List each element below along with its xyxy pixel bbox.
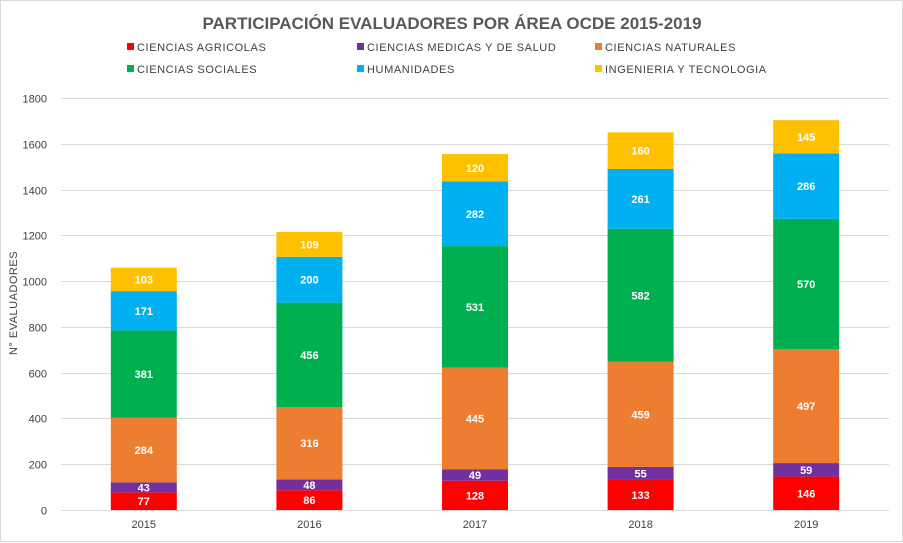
y-tick-label: 1200 xyxy=(23,231,47,243)
y-tick-label: 400 xyxy=(29,414,47,426)
legend-swatch xyxy=(357,65,364,72)
x-tick-label: 2016 xyxy=(297,519,321,531)
bar-segment xyxy=(442,246,508,368)
bar-segment xyxy=(276,302,343,407)
bar-segment xyxy=(442,480,508,510)
bar-segment xyxy=(773,218,840,350)
data-label: 120 xyxy=(466,163,484,175)
bar-segment xyxy=(773,349,840,464)
y-tick-label: 1600 xyxy=(23,140,47,152)
legend-swatch xyxy=(127,65,134,72)
data-label: 49 xyxy=(469,470,481,482)
bar-segment xyxy=(442,154,508,182)
bar-segment xyxy=(607,466,674,480)
bar-segment xyxy=(276,231,343,257)
y-tick-label: 1000 xyxy=(23,277,47,289)
data-label: 531 xyxy=(466,302,484,314)
y-tick-label: 1400 xyxy=(23,186,47,198)
legend-swatch xyxy=(595,65,602,72)
x-tick-label: 2018 xyxy=(628,519,652,531)
legend: CIENCIAS AGRICOLAS CIENCIAS MEDICAS Y DE … xyxy=(127,42,767,76)
x-tick-label: 2015 xyxy=(132,519,156,531)
bar-segment xyxy=(607,228,674,362)
legend-label: CIENCIAS SOCIALES xyxy=(137,64,257,76)
data-label: 284 xyxy=(135,445,154,457)
data-label: 109 xyxy=(300,239,318,251)
bar-segment xyxy=(607,132,674,169)
legend-label: CIENCIAS AGRICOLAS xyxy=(137,42,266,54)
legend-label: CIENCIAS NATURALES xyxy=(605,42,736,54)
data-label: 128 xyxy=(466,490,484,502)
bar-segment xyxy=(110,267,177,292)
bar-segment xyxy=(773,153,840,219)
bar-segment xyxy=(607,361,674,467)
y-tick-label: 600 xyxy=(29,369,47,381)
data-label: 77 xyxy=(138,496,150,508)
bar-segment xyxy=(773,476,840,510)
data-label: 171 xyxy=(135,306,153,318)
y-tick-label: 0 xyxy=(41,506,47,518)
data-label: 160 xyxy=(631,146,649,158)
bar-segment xyxy=(442,367,508,470)
bar-segment xyxy=(276,407,343,480)
data-label: 497 xyxy=(797,401,815,413)
data-label: 43 xyxy=(138,482,150,494)
bars: 77 43 284 381 171 103 86 48 316 456 200 109 128 49 445… xyxy=(110,120,840,510)
bar-segment xyxy=(773,120,840,154)
legend-swatch xyxy=(357,43,364,50)
data-label: 59 xyxy=(800,465,812,477)
data-label: 582 xyxy=(631,290,649,302)
data-label: 445 xyxy=(466,414,484,426)
x-tick-label: 2017 xyxy=(463,519,487,531)
data-label: 316 xyxy=(300,438,318,450)
data-label: 261 xyxy=(631,194,649,206)
x-axis-ticks: 2015 2016 2017 2018 2019 xyxy=(132,519,819,531)
bar-segment xyxy=(276,490,343,510)
legend-label: HUMANIDADES xyxy=(367,64,455,76)
y-axis-ticks: 0 200 400 600 800 1000 1200 1400 1600 1800 xyxy=(23,94,47,518)
y-tick-label: 200 xyxy=(29,460,47,472)
legend-label: CIENCIAS MEDICAS Y DE SALUD xyxy=(367,42,556,54)
legend-swatch xyxy=(595,43,602,50)
data-label: 103 xyxy=(135,274,153,286)
bar-segment xyxy=(110,492,177,510)
legend-label: INGENIERIA Y TECNOLOGIA xyxy=(605,64,767,76)
data-label: 146 xyxy=(797,488,815,500)
y-tick-label: 1800 xyxy=(23,94,47,106)
y-tick-label: 800 xyxy=(29,323,47,335)
bar-segment xyxy=(607,168,674,229)
bar-segment xyxy=(607,479,674,510)
data-label: 86 xyxy=(303,495,315,507)
data-label: 570 xyxy=(797,279,815,291)
bar-segment xyxy=(276,256,343,303)
chart-title: PARTICIPACIÓN EVALUADORES POR ÁREA OCDE … xyxy=(202,14,701,33)
bar-segment xyxy=(773,463,840,477)
bar-segment xyxy=(110,291,177,331)
data-label: 286 xyxy=(797,181,815,193)
bar-segment xyxy=(110,330,177,418)
bar-segment xyxy=(110,482,177,493)
bar-segment xyxy=(442,181,508,247)
data-label: 133 xyxy=(631,490,649,502)
data-label: 55 xyxy=(634,468,646,480)
data-label: 48 xyxy=(303,480,315,492)
data-label: 456 xyxy=(300,350,318,362)
bar-segment xyxy=(276,479,343,491)
legend-swatch xyxy=(127,43,134,50)
data-label: 282 xyxy=(466,209,484,221)
bar-segment xyxy=(110,417,177,483)
data-label: 381 xyxy=(135,369,153,381)
y-axis-label: N° EVALUADORES xyxy=(8,251,20,355)
data-label: 200 xyxy=(300,275,318,287)
bar-segment xyxy=(442,469,508,481)
data-label: 459 xyxy=(631,409,649,421)
data-label: 145 xyxy=(797,132,815,144)
x-tick-label: 2019 xyxy=(794,519,818,531)
